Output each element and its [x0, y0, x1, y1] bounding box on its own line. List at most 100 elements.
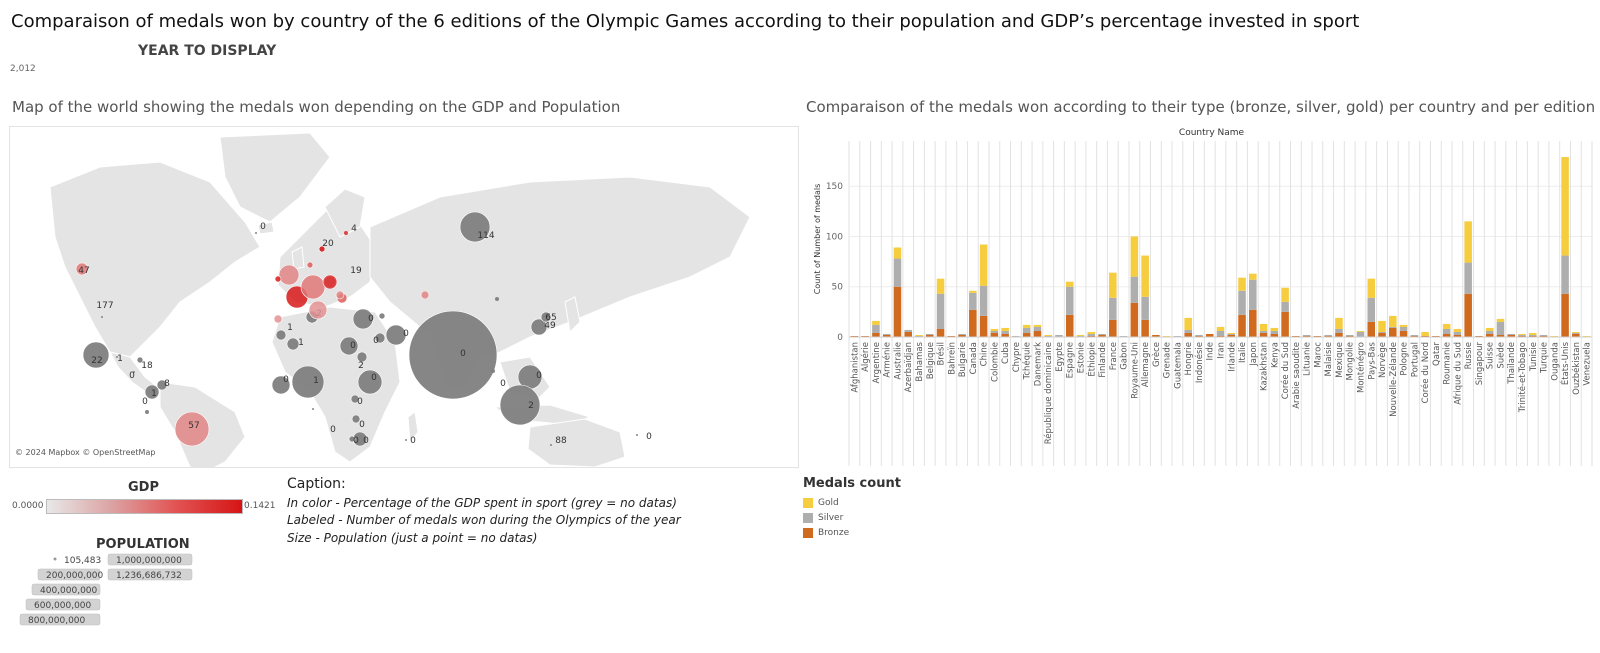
year-filter-value[interactable]: 2,012	[10, 64, 36, 74]
bar-segment-silver[interactable]	[1399, 326, 1408, 331]
map-bubble[interactable]	[286, 337, 300, 351]
map-bubble[interactable]	[420, 290, 430, 300]
bar-segment-gold[interactable]	[1087, 331, 1096, 334]
bar-segment-gold[interactable]	[1249, 273, 1257, 280]
bar-segment-gold[interactable]	[936, 278, 945, 294]
map-bubble[interactable]	[344, 231, 348, 235]
medals-bar-chart[interactable]: Country Name Count of Number of medals 0 50…	[805, 126, 1595, 466]
bar-segment-silver[interactable]	[1216, 330, 1225, 336]
bar-segment-bronze[interactable]	[1292, 335, 1300, 337]
map-bubble[interactable]	[278, 264, 300, 286]
bar-segment-silver[interactable]	[1507, 333, 1516, 335]
map-bubble[interactable]	[318, 245, 326, 253]
bar-segment-bronze[interactable]	[1195, 335, 1203, 337]
bar-segment-silver[interactable]	[990, 330, 999, 333]
map-bubble[interactable]	[306, 261, 314, 269]
bar-segment-bronze[interactable]	[1324, 335, 1332, 337]
bar-segment-bronze[interactable]	[1399, 330, 1408, 337]
bar-segment-bronze[interactable]	[1249, 309, 1257, 337]
bar-segment-silver[interactable]	[1496, 321, 1505, 335]
bar-segment-gold[interactable]	[1216, 326, 1225, 331]
bar-segment-bronze[interactable]	[1367, 321, 1376, 337]
bar-segment-bronze[interactable]	[1442, 333, 1451, 337]
map-bubble[interactable]	[136, 356, 144, 364]
bar-segment-silver[interactable]	[1076, 335, 1085, 337]
bar-segment-gold[interactable]	[1033, 324, 1042, 327]
bar-segment-silver[interactable]	[1561, 255, 1569, 294]
map-bubble[interactable]	[156, 379, 168, 391]
bar-segment-silver[interactable]	[872, 324, 880, 333]
bar-segment-silver[interactable]	[1378, 331, 1386, 333]
map-bubble[interactable]	[274, 275, 282, 283]
bar-segment-silver[interactable]	[1184, 329, 1192, 333]
map-bubble[interactable]	[101, 316, 103, 318]
bar-segment-silver[interactable]	[1389, 326, 1397, 328]
map-bubble[interactable]	[335, 290, 345, 300]
bar-segment-bronze[interactable]	[1130, 302, 1139, 337]
bar-segment-gold[interactable]	[1421, 331, 1429, 336]
bar-segment-bronze[interactable]	[1098, 334, 1106, 337]
bar-segment-gold[interactable]	[1044, 334, 1052, 336]
bar-segment-bronze[interactable]	[990, 332, 999, 337]
bar-segment-gold[interactable]	[1389, 315, 1397, 327]
bar-segment-bronze[interactable]	[979, 315, 988, 337]
world-map-canvas[interactable]: 1141774704201922118081057110102000020000…	[10, 127, 798, 467]
bar-segment-gold[interactable]	[1572, 331, 1580, 333]
bar-segment-silver[interactable]	[1367, 297, 1376, 322]
bar-segment-gold[interactable]	[1529, 332, 1537, 335]
bar-segment-silver[interactable]	[979, 285, 988, 316]
map-bubble[interactable]	[495, 297, 499, 301]
map-bubble[interactable]	[174, 411, 210, 447]
bar-segment-silver[interactable]	[1356, 331, 1365, 337]
bar-segment-bronze[interactable]	[893, 286, 902, 337]
map-bubble[interactable]	[499, 384, 541, 426]
bar-segment-bronze[interactable]	[904, 331, 912, 337]
map-bubble[interactable]	[530, 318, 548, 336]
bar-segment-silver[interactable]	[1324, 334, 1332, 336]
bar-segment-silver[interactable]	[1087, 333, 1096, 336]
bar-segment-bronze[interactable]	[1496, 334, 1505, 337]
bar-segment-bronze[interactable]	[1507, 334, 1516, 337]
bar-segment-silver[interactable]	[1249, 279, 1257, 310]
map-bubble[interactable]	[352, 308, 374, 330]
bar-segment-gold[interactable]	[1582, 335, 1591, 337]
bar-segment-bronze[interactable]	[1389, 327, 1397, 337]
bar-segment-bronze[interactable]	[1485, 333, 1494, 337]
bar-segment-bronze[interactable]	[1087, 335, 1096, 337]
map-bubble[interactable]	[378, 312, 386, 320]
bar-segment-bronze[interactable]	[1561, 293, 1569, 337]
bar-segment-gold[interactable]	[1496, 318, 1505, 322]
bar-segment-silver[interactable]	[1022, 327, 1031, 333]
map-bubble[interactable]	[82, 341, 110, 369]
bar-segment-gold[interactable]	[1141, 255, 1149, 297]
world-map[interactable]: 1141774704201922118081057110102000020000…	[9, 126, 799, 468]
bar-segment-silver[interactable]	[936, 293, 945, 329]
bar-segment-silver[interactable]	[882, 333, 891, 335]
bar-segment-bronze[interactable]	[1033, 330, 1042, 337]
bar-segment-silver[interactable]	[1055, 334, 1063, 337]
bar-segment-bronze[interactable]	[958, 334, 966, 337]
bar-segment-silver[interactable]	[1044, 335, 1052, 337]
bar-segment-silver[interactable]	[969, 292, 977, 310]
bar-segment-bronze[interactable]	[1453, 334, 1462, 337]
bar-segment-bronze[interactable]	[1065, 314, 1074, 337]
map-bubble[interactable]	[405, 439, 407, 441]
bar-segment-bronze[interactable]	[1421, 335, 1429, 337]
bar-segment-bronze[interactable]	[1281, 311, 1289, 337]
bar-segment-bronze[interactable]	[1302, 335, 1311, 337]
bar-segment-bronze[interactable]	[1313, 335, 1322, 337]
map-bubble[interactable]	[636, 434, 638, 436]
bar-segment-bronze[interactable]	[1518, 335, 1526, 337]
map-bubble[interactable]	[540, 311, 552, 323]
bar-segment-bronze[interactable]	[1109, 319, 1117, 337]
bar-segment-gold[interactable]	[969, 290, 977, 293]
bar-segment-gold[interactable]	[893, 247, 902, 259]
bar-segment-bronze[interactable]	[1152, 334, 1160, 337]
map-bubble[interactable]	[348, 435, 356, 443]
map-bubble[interactable]	[374, 332, 386, 344]
bar-segment-silver[interactable]	[1195, 334, 1203, 336]
bar-segment-silver[interactable]	[1098, 333, 1106, 335]
bar-segment-silver[interactable]	[1001, 330, 1009, 334]
bar-segment-silver[interactable]	[1119, 335, 1128, 337]
map-bubble[interactable]	[491, 369, 495, 373]
